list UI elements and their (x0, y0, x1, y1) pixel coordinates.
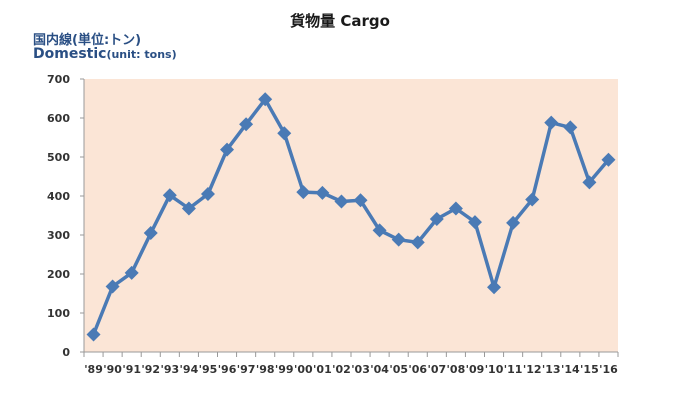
x-tick-label: '15 (580, 363, 599, 376)
x-tick-label: '06 (408, 363, 427, 376)
series-line (91, 97, 610, 336)
x-tick-label: '04 (370, 363, 389, 376)
y-tick-label: 500 (47, 151, 70, 164)
data-point-marker (429, 212, 444, 227)
data-point-marker (105, 279, 120, 294)
x-tick-label: '13 (542, 363, 561, 376)
x-tick-label: '12 (523, 363, 542, 376)
x-tick-label: '98 (256, 363, 275, 376)
y-tick-label: 400 (47, 190, 70, 203)
x-tick-label: '08 (447, 363, 466, 376)
x-tick-label: '14 (561, 363, 580, 376)
x-tick-label: '11 (504, 363, 523, 376)
x-tick-label: '07 (427, 363, 446, 376)
y-tick-label: 700 (47, 73, 70, 86)
data-point-marker (315, 185, 330, 200)
x-tick-label: '91 (122, 363, 141, 376)
x-tick-label: '93 (160, 363, 179, 376)
x-tick-label: '09 (466, 363, 485, 376)
data-point-marker (582, 175, 597, 190)
x-tick-label: '16 (599, 363, 618, 376)
data-point-marker (372, 223, 387, 238)
data-point-marker (334, 194, 349, 209)
x-tick-label: '03 (351, 363, 370, 376)
x-tick-label: '01 (313, 363, 332, 376)
series-markers (86, 92, 616, 342)
x-axis: '89'90'91'92'93'94'95'96'97'98'99'00'01 '… (83, 351, 619, 376)
y-axis: 0 100 200 300 400 500 600 700 (47, 73, 85, 359)
data-point-marker (239, 117, 254, 132)
x-tick-label: '05 (389, 363, 408, 376)
x-tick-label: '97 (237, 363, 256, 376)
unit-label-en-sub: (unit: tons) (106, 48, 177, 61)
x-tick-label: '89 (84, 363, 103, 376)
x-tick-label: '92 (141, 363, 160, 376)
x-tick-label: '10 (485, 363, 504, 376)
unit-label-en-main: Domestic (33, 46, 107, 62)
data-point-marker (391, 232, 406, 247)
unit-label-jp: 国内線(単位:トン) (33, 33, 142, 48)
data-point-marker (181, 201, 196, 216)
data-point-marker (487, 280, 502, 295)
data-point-marker (143, 226, 158, 241)
data-point-marker (200, 187, 215, 202)
data-point-marker (410, 235, 425, 250)
data-point-marker (544, 115, 559, 130)
data-point-marker (448, 201, 463, 216)
x-tick-label: '99 (275, 363, 294, 376)
y-tick-label: 600 (47, 112, 70, 125)
data-point-marker (124, 265, 139, 280)
data-point-marker (220, 142, 235, 157)
plot-area (84, 79, 618, 352)
x-tick-label: '90 (103, 363, 122, 376)
x-tick-label: '02 (332, 363, 351, 376)
data-point-marker (162, 188, 177, 203)
data-point-marker (506, 215, 521, 230)
data-point-marker (601, 152, 616, 167)
data-point-marker (258, 92, 273, 107)
data-point-marker (467, 215, 482, 230)
data-point-marker (277, 126, 292, 141)
x-tick-label: '94 (180, 363, 199, 376)
data-point-marker (563, 120, 578, 135)
data-point-marker (86, 327, 101, 342)
chart-title: 貨物量 Cargo (290, 12, 390, 30)
y-tick-label: 200 (47, 268, 70, 281)
data-point-marker (525, 192, 540, 207)
x-tick-label: '95 (199, 363, 218, 376)
y-tick-label: 0 (62, 346, 70, 359)
y-tick-label: 300 (47, 229, 70, 242)
y-tick-label: 100 (47, 307, 70, 320)
unit-label-en: Domestic(unit: tons) (33, 46, 177, 62)
x-tick-label: '00 (294, 363, 313, 376)
data-point-marker (353, 193, 368, 208)
x-tick-label: '96 (218, 363, 237, 376)
data-point-marker (296, 185, 311, 200)
